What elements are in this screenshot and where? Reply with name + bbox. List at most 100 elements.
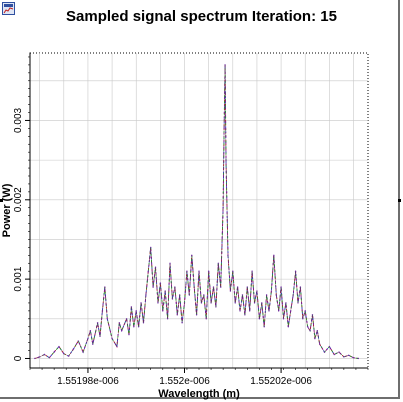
spectrum-point [259, 318, 260, 319]
spectrum-point [186, 270, 187, 271]
spectrum-point [131, 306, 132, 307]
spectrum-point [87, 338, 88, 339]
spectrum-point [172, 298, 173, 299]
spectrum-point [237, 286, 238, 287]
spectrum-point [224, 64, 225, 65]
spectrum-point [280, 286, 281, 287]
spectrum-point [116, 346, 117, 347]
spectrum-point [191, 255, 192, 256]
spectrum-point [353, 357, 354, 358]
spectrum-point [160, 282, 161, 283]
spectrum-point [138, 326, 139, 327]
spectrum-point [309, 330, 310, 331]
spectrum-point [230, 290, 231, 291]
spectrum-point [104, 286, 105, 287]
spectrum-point [314, 338, 315, 339]
spectrum-point [136, 310, 137, 311]
spectrum-point [90, 330, 91, 331]
spectrum-point [119, 322, 120, 323]
spectrum-point [261, 302, 262, 303]
spectrum-point [99, 336, 100, 337]
spectrum-point [203, 294, 204, 295]
spectrum-point [143, 322, 144, 323]
spectrum-point [165, 290, 166, 291]
plot-area [30, 53, 368, 368]
spectrum-point [102, 310, 103, 311]
spectrum-point [145, 294, 146, 295]
spectrum-point [92, 343, 93, 344]
spectrum-point [148, 270, 149, 271]
spectrum-point [288, 326, 289, 327]
spectrum-point [278, 310, 279, 311]
spectrum-point [174, 286, 175, 287]
spectrum-point [251, 270, 252, 271]
spectrum-point [305, 310, 306, 311]
spectrum-point [179, 294, 180, 295]
spectrum-point [256, 290, 257, 291]
spectrum-point [297, 302, 298, 303]
spectrum-point [39, 356, 40, 357]
spectrum-point [97, 322, 98, 323]
spectrum-point [58, 346, 59, 347]
spectrum-point [189, 294, 190, 295]
spectrum-point [181, 322, 182, 323]
spectrum-point [53, 351, 54, 352]
spectrum-point [235, 302, 236, 303]
spectrum-point [49, 357, 50, 358]
spectrum-point [111, 338, 112, 339]
spectrum-point [220, 286, 221, 287]
y-tick-label: 0.003 [13, 107, 24, 132]
spectrum-point [133, 326, 134, 327]
spectrum-point [169, 263, 170, 264]
spectrum-point [167, 318, 168, 319]
spectrum-point [283, 318, 284, 319]
spectrum-point [177, 314, 178, 315]
spectrum-point [152, 286, 153, 287]
spectrum-point [157, 302, 158, 303]
spectrum-point [82, 351, 83, 352]
spectrum-point [317, 330, 318, 331]
y-axis-label: Power (W) [1, 183, 13, 237]
spectrum-point [285, 302, 286, 303]
spectrum-point [232, 270, 233, 271]
spectrum-point [107, 318, 108, 319]
spectrum-point [210, 302, 211, 303]
spectrum-point [198, 270, 199, 271]
spectrum-point [239, 310, 240, 311]
spectrum-point [312, 314, 313, 315]
spectrum-point [222, 207, 223, 208]
spectrum-point [307, 326, 308, 327]
spectrum-point [121, 330, 122, 331]
spectrum-point [227, 255, 228, 256]
spectrum-point [223, 128, 224, 129]
spectrum-point [193, 286, 194, 287]
spectrum-point [254, 302, 255, 303]
spectrum-point [213, 286, 214, 287]
spectrum-point [215, 306, 216, 307]
spectrum-point [225, 159, 226, 160]
spectrum-point [300, 286, 301, 287]
spectrum-point [334, 354, 335, 355]
spectrum-point [319, 343, 320, 344]
spectrum-point [292, 294, 293, 295]
spectrum-point [73, 348, 74, 349]
spectrum-point [206, 318, 207, 319]
spectrum-point [295, 270, 296, 271]
spectrum-point [268, 310, 269, 311]
spectrum-point [271, 290, 272, 291]
spectrum-point [244, 314, 245, 315]
spectrum-point [348, 355, 349, 356]
spectrum-point [242, 294, 243, 295]
spectrum-point [358, 358, 359, 359]
spectrum-point [184, 302, 185, 303]
spectrum-point [150, 247, 151, 248]
spectrum-point [249, 310, 250, 311]
spectrum-point [34, 358, 35, 359]
x-tick-label: 1.55198e-006 [57, 376, 119, 387]
y-tick-label: 0.001 [13, 266, 24, 291]
spectrum-point [302, 318, 303, 319]
spectrum-point [140, 302, 141, 303]
spectrum-point [78, 340, 79, 341]
spectrum-point [329, 346, 330, 347]
